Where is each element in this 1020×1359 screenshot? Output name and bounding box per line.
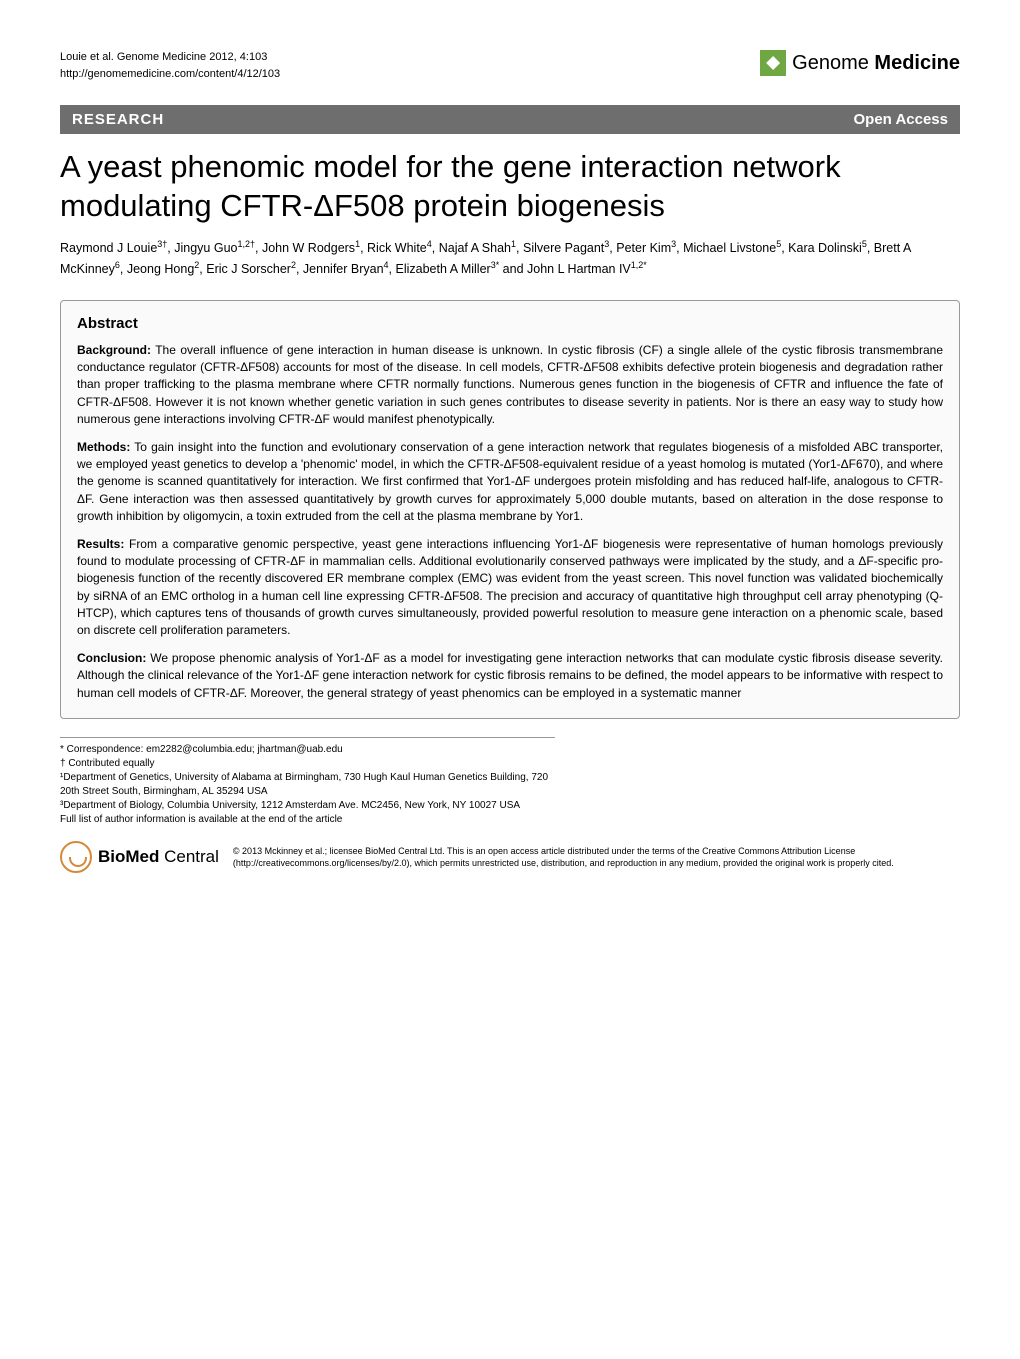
abstract-results: Results: From a comparative genomic pers… [77,536,943,640]
journal-name: Genome Medicine [792,52,960,75]
logo-icon [760,50,786,76]
biomed-central-logo: BioMed Central [60,841,219,873]
citation-line: Louie et al. Genome Medicine 2012, 4:103 [60,50,280,65]
abstract-methods: Methods: To gain insight into the functi… [77,439,943,526]
results-label: Results: [77,537,124,551]
bmc-icon [60,841,92,873]
journal-name-part1: Genome [792,52,869,74]
article-title: A yeast phenomic model for the gene inte… [60,148,960,226]
research-label: RESEARCH [72,111,164,128]
conclusion-text: We propose phenomic analysis of Yor1-ΔF … [77,651,943,700]
correspondence-line: * Correspondence: em2282@columbia.edu; j… [60,743,555,757]
results-text: From a comparative genomic perspective, … [77,537,943,638]
journal-name-part2: Medicine [874,52,960,74]
article-type-bar: RESEARCH Open Access [60,105,960,134]
affiliation-3: ³Department of Biology, Columbia Univers… [60,799,555,813]
footer-row: BioMed Central © 2013 Mckinney et al.; l… [60,841,960,873]
footnotes: * Correspondence: em2282@columbia.edu; j… [60,737,555,827]
abstract-box: Abstract Background: The overall influen… [60,300,960,719]
url-line[interactable]: http://genomemedicine.com/content/4/12/1… [60,67,280,82]
methods-text: To gain insight into the function and ev… [77,440,943,524]
full-author-list-note: Full list of author information is avail… [60,813,555,827]
background-text: The overall influence of gene interactio… [77,343,943,427]
copyright-text: © 2013 Mckinney et al.; licensee BioMed … [233,845,960,869]
abstract-background: Background: The overall influence of gen… [77,342,943,429]
bmc-bold: BioMed [98,847,159,866]
bmc-text: BioMed Central [98,847,219,867]
methods-label: Methods: [77,440,130,454]
contributed-equally: † Contributed equally [60,757,555,771]
conclusion-label: Conclusion: [77,651,146,665]
abstract-conclusion: Conclusion: We propose phenomic analysis… [77,650,943,702]
journal-logo: Genome Medicine [760,50,960,76]
bmc-light: Central [159,847,219,866]
open-access-label: Open Access [854,111,949,128]
background-label: Background: [77,343,151,357]
authors-list: Raymond J Louie3†, Jingyu Guo1,2†, John … [60,237,960,279]
affiliation-1: ¹Department of Genetics, University of A… [60,771,555,799]
abstract-heading: Abstract [77,315,943,332]
